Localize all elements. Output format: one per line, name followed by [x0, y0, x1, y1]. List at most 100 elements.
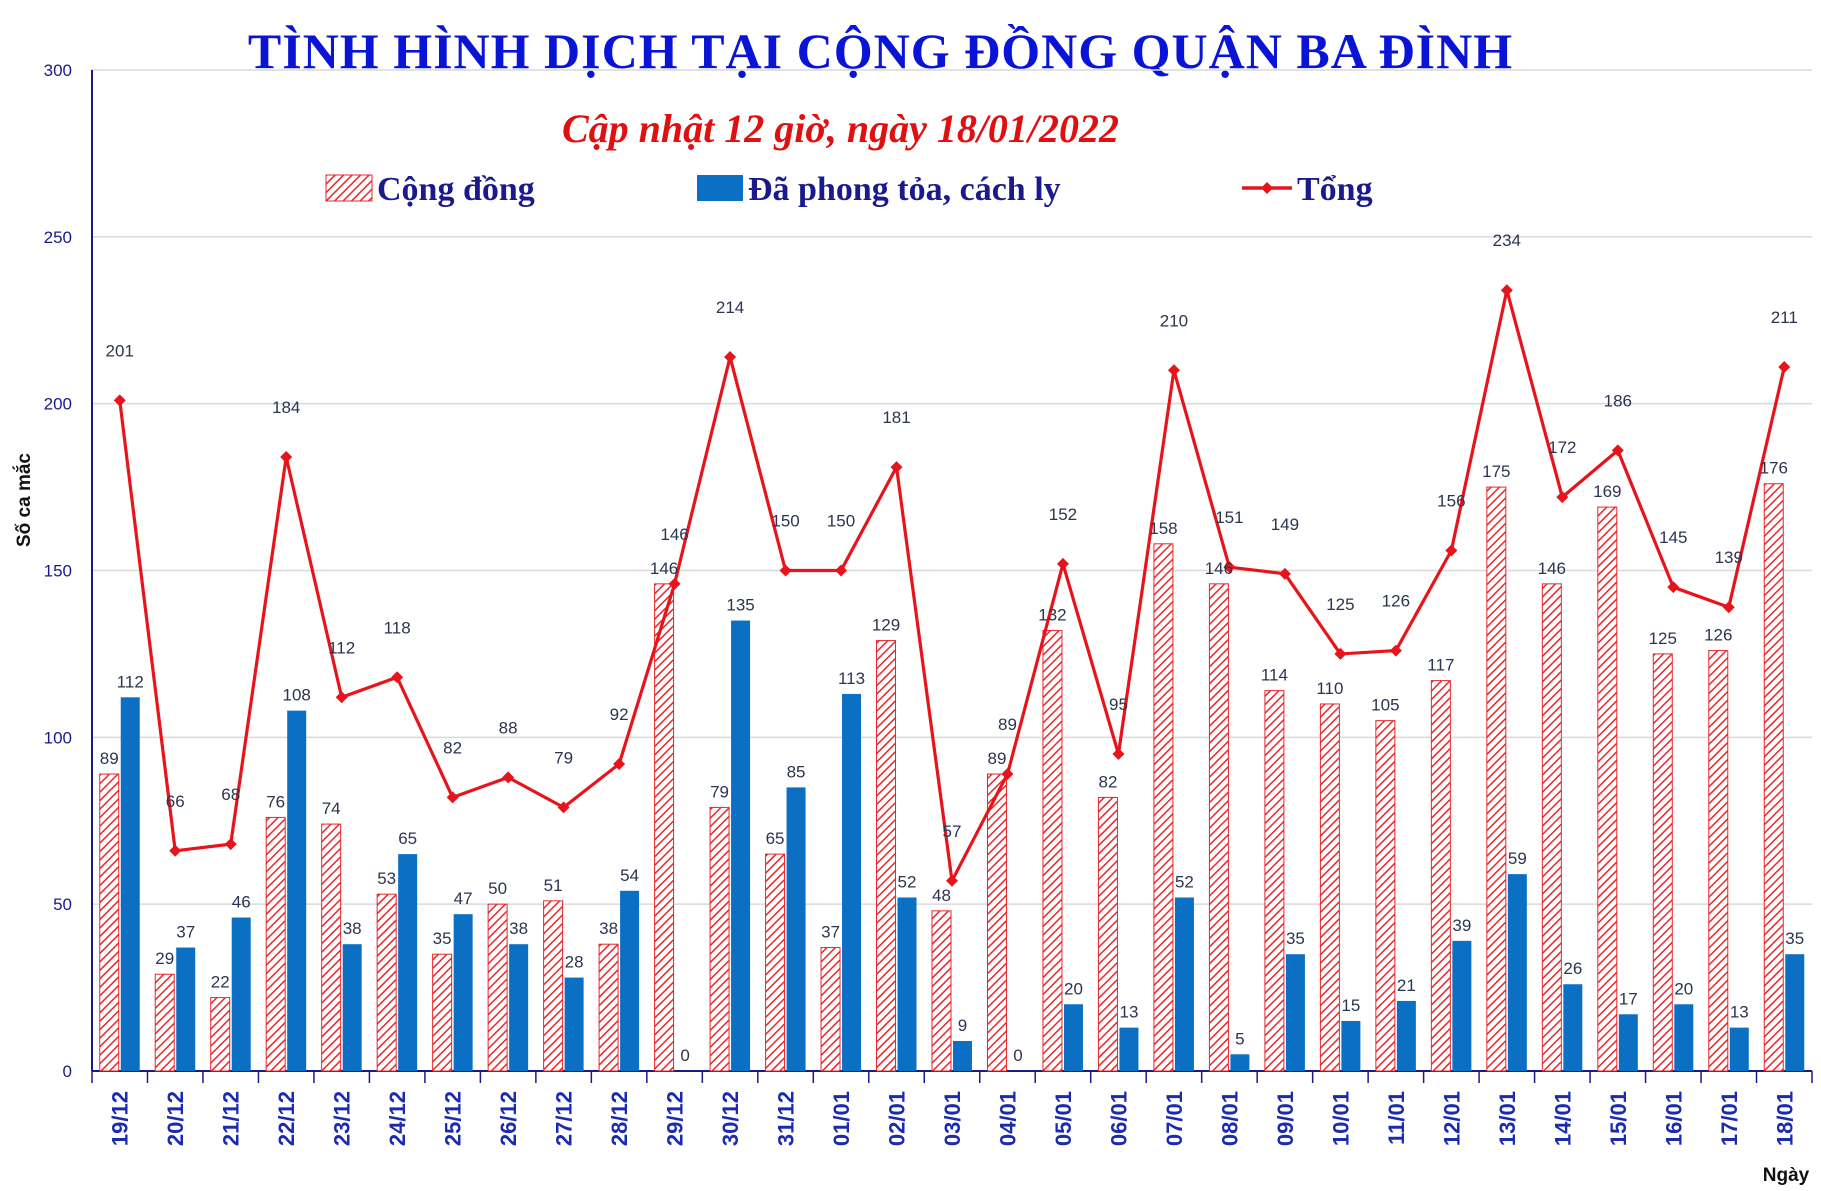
data-label-cong-dong: 79	[710, 782, 729, 801]
bar-da-phong-toa	[1119, 1027, 1139, 1071]
point-tong	[1112, 748, 1125, 761]
point-tong	[335, 691, 348, 704]
data-label-cong-dong: 51	[544, 876, 563, 895]
data-label-cong-dong: 146	[650, 559, 678, 578]
bar-da-phong-toa	[620, 890, 640, 1071]
bar-cong-dong	[1541, 583, 1562, 1072]
x-tick-label: 23/12	[330, 1091, 355, 1146]
bar-da-phong-toa	[564, 977, 584, 1071]
y-tick-label: 150	[44, 562, 72, 581]
x-tick-label: 22/12	[274, 1091, 299, 1146]
data-label-cong-dong: 175	[1482, 462, 1510, 481]
bar-da-phong-toa	[1341, 1020, 1361, 1071]
data-label-cong-dong: 89	[988, 749, 1007, 768]
bar-cong-dong	[1264, 690, 1285, 1072]
bar-cong-dong	[376, 893, 397, 1072]
data-label-tong: 118	[384, 618, 411, 637]
data-label-da-phong-toa: 35	[1785, 929, 1804, 948]
data-label-da-phong-toa: 35	[1286, 929, 1305, 948]
data-label-tong: 146	[660, 525, 688, 544]
data-label-tong: 79	[554, 748, 573, 767]
point-tong	[557, 801, 570, 814]
data-label-tong: 151	[1215, 508, 1243, 527]
data-label-cong-dong: 105	[1371, 696, 1399, 715]
legend-label-cong-dong: Cộng đồng	[377, 171, 535, 208]
point-tong	[280, 451, 293, 464]
data-label-tong: 210	[1160, 311, 1188, 330]
x-axis-title: Ngày	[1763, 1165, 1810, 1186]
bar-da-phong-toa	[509, 944, 529, 1071]
point-tong	[1001, 768, 1014, 781]
bar-da-phong-toa	[731, 620, 751, 1071]
data-label-da-phong-toa: 20	[1064, 979, 1083, 998]
bar-da-phong-toa	[398, 854, 418, 1071]
data-label-tong: 68	[221, 785, 240, 804]
x-tick-label: 28/12	[607, 1091, 632, 1146]
data-label-cong-dong: 158	[1149, 519, 1177, 538]
data-label-tong: 150	[827, 512, 855, 531]
data-label-da-phong-toa: 13	[1730, 1003, 1749, 1022]
data-label-cong-dong: 35	[433, 929, 452, 948]
bar-da-phong-toa	[1396, 1000, 1416, 1071]
bar-cong-dong	[487, 903, 508, 1072]
data-label-tong: 184	[272, 398, 300, 417]
point-tong	[890, 461, 903, 474]
bar-cong-dong	[1708, 650, 1729, 1072]
point-tong	[779, 564, 792, 577]
data-label-tong: 112	[328, 638, 355, 657]
point-tong	[1167, 364, 1180, 377]
y-tick-label: 50	[53, 895, 72, 914]
data-label-cong-dong: 74	[322, 799, 341, 818]
bar-cong-dong	[1097, 796, 1118, 1072]
bar-cong-dong	[210, 997, 231, 1072]
data-label-cong-dong: 48	[932, 886, 951, 905]
data-label-cong-dong: 22	[211, 973, 230, 992]
data-label-cong-dong: 114	[1261, 666, 1288, 685]
point-tong	[169, 844, 182, 857]
data-label-da-phong-toa: 47	[454, 889, 473, 908]
data-label-tong: 181	[882, 408, 910, 427]
x-tick-label: 25/12	[441, 1091, 466, 1146]
data-label-da-phong-toa: 38	[343, 919, 362, 938]
bar-cong-dong	[265, 816, 286, 1072]
x-tick-label: 06/01	[1106, 1091, 1131, 1146]
data-label-tong: 95	[1109, 695, 1128, 714]
x-tick-label: 19/12	[108, 1091, 133, 1146]
line-tong	[118, 288, 1786, 883]
y-tick-label: 300	[44, 61, 72, 80]
bar-cong-dong	[1319, 703, 1340, 1072]
bar-cong-dong	[986, 773, 1007, 1072]
point-tong	[946, 874, 958, 887]
bar-cong-dong	[1763, 483, 1784, 1072]
bar-cong-dong	[1153, 543, 1174, 1072]
data-label-tong: 82	[443, 738, 462, 757]
bar-cong-dong	[820, 947, 841, 1072]
x-tick-label: 30/12	[718, 1091, 743, 1146]
data-label-da-phong-toa: 112	[117, 672, 144, 691]
bar-cong-dong	[598, 943, 619, 1072]
data-label-tong: 234	[1493, 231, 1521, 250]
x-tick-label: 17/01	[1717, 1091, 1742, 1146]
data-label-tong: 156	[1437, 491, 1465, 510]
x-tick-label: 01/01	[829, 1091, 854, 1146]
point-tong	[391, 671, 404, 684]
bar-da-phong-toa	[1674, 1004, 1694, 1071]
bar-cong-dong	[1652, 653, 1673, 1072]
data-label-tong: 211	[1771, 308, 1798, 327]
data-label-da-phong-toa: 59	[1508, 849, 1527, 868]
data-label-tong: 152	[1049, 505, 1077, 524]
bar-cong-dong	[99, 773, 120, 1072]
x-tick-label: 07/01	[1162, 1091, 1187, 1146]
x-tick-label: 05/01	[1051, 1091, 1076, 1146]
bar-da-phong-toa	[897, 897, 917, 1071]
point-tong	[113, 394, 126, 407]
data-label-da-phong-toa: 46	[232, 893, 251, 912]
x-tick-label: 18/01	[1772, 1091, 1797, 1146]
data-label-tong: 57	[943, 822, 962, 841]
data-label-tong: 214	[716, 298, 744, 317]
bar-cong-dong	[1375, 720, 1396, 1072]
bar-da-phong-toa	[231, 917, 251, 1071]
y-tick-label: 100	[44, 728, 72, 747]
bar-da-phong-toa	[1452, 940, 1472, 1071]
